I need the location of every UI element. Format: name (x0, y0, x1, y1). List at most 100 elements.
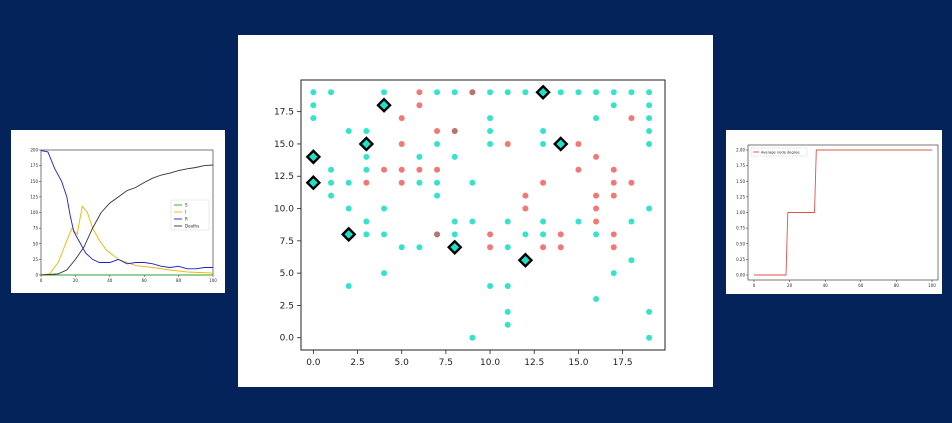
teal-node-point (504, 283, 511, 290)
x-tick-label: 20 (787, 283, 793, 288)
red-node-point (451, 128, 458, 135)
x-tick-label: 20 (73, 278, 79, 283)
red-node-point (398, 166, 405, 173)
teal-node-point (469, 334, 476, 341)
red-node-point (398, 115, 405, 122)
y-tick-label: 0.00 (736, 273, 745, 278)
red-node-point (381, 166, 388, 173)
y-tick-label: 125 (30, 194, 38, 199)
teal-node-point (504, 89, 511, 96)
legend-label: Average node degree (761, 150, 800, 154)
y-tick-label: 10.0 (274, 205, 294, 215)
y-tick-label: 2.00 (736, 148, 745, 153)
teal-node-point (487, 283, 494, 290)
teal-node-point (504, 308, 511, 315)
average-degree-chart: 0 20 40 60 80 100 0.00 0.25 0.50 0.75 1.00 1.25 1.50… (736, 144, 939, 288)
red-node-point (557, 231, 564, 238)
red-node-point (398, 140, 405, 147)
legend-label: R (185, 217, 188, 222)
series-line-deaths (40, 164, 214, 276)
teal-node-point (328, 179, 335, 186)
legend-label: Deaths (185, 224, 199, 229)
teal-node-point (628, 89, 635, 96)
red-node-point (487, 231, 494, 238)
red-node-point (557, 244, 564, 251)
teal-node-point (646, 128, 653, 135)
y-tick-label: 75 (33, 226, 39, 231)
teal-node-point (381, 270, 388, 277)
highlighted-node-marker (517, 252, 534, 268)
series-line-i (40, 205, 214, 276)
teal-node-point (381, 231, 388, 238)
teal-node-point (504, 218, 511, 225)
red-node-point (398, 179, 405, 186)
teal-node-point (646, 89, 653, 96)
teal-node-point (628, 218, 635, 225)
x-tick-label: 80 (894, 283, 900, 288)
teal-node-point (540, 128, 547, 135)
red-node-point (610, 231, 617, 238)
y-tick-label: 7.5 (280, 237, 294, 247)
teal-node-point (646, 334, 653, 341)
teal-node-point (469, 218, 476, 225)
teal-node-point (540, 231, 547, 238)
highlighted-node-marker (305, 149, 322, 165)
sir-chart-panel: 0 20 40 60 80 100 0 25 50 75 100 125 150 175 200 S I R Dea… (11, 130, 225, 293)
x-tick-label: 100 (928, 283, 936, 288)
red-node-point (522, 192, 529, 199)
red-node-point (434, 128, 441, 135)
teal-node-point (646, 308, 653, 315)
teal-node-point (593, 115, 600, 122)
red-node-point (434, 166, 441, 173)
teal-node-point (345, 179, 352, 186)
x-tick-label: 60 (142, 278, 148, 283)
y-tick-label: 0 (35, 273, 38, 278)
y-tick-label: 17.5 (274, 108, 294, 118)
plot-frame (300, 79, 666, 351)
legend-label: I (185, 210, 186, 215)
teal-node-point (416, 179, 423, 186)
teal-node-point (451, 231, 458, 238)
y-tick-label: 1.25 (736, 194, 745, 199)
y-tick-label: 0.25 (736, 257, 745, 262)
highlighted-node-marker (376, 97, 392, 113)
y-tick-label: 2.5 (280, 301, 294, 311)
teal-node-point (646, 115, 653, 122)
teal-node-point (328, 192, 335, 199)
y-tick-label: 0.0 (280, 334, 295, 344)
red-node-point (575, 140, 582, 147)
teal-node-point (434, 89, 441, 96)
red-node-point (416, 102, 423, 109)
teal-node-point (610, 270, 617, 277)
x-tick-label: 80 (176, 278, 182, 283)
x-tick-label: 17.5 (613, 358, 633, 368)
y-tick-label: 12.5 (274, 172, 294, 182)
x-tick-label: 15.0 (568, 358, 588, 368)
teal-node-point (416, 153, 423, 160)
teal-node-point (398, 244, 405, 251)
teal-node-point (540, 218, 547, 225)
teal-node-point (469, 179, 476, 186)
teal-node-point (593, 295, 600, 302)
teal-node-point (557, 89, 564, 96)
red-node-point (416, 166, 423, 173)
teal-node-point (363, 128, 370, 135)
node-scatter-chart: 0.0 2.5 5.0 7.5 10.0 12.5 15.0 17.5 0.0 2.5 5.0 7.5… (274, 79, 666, 368)
teal-node-point (646, 205, 653, 212)
teal-node-point (363, 166, 370, 173)
scatter-chart-panel: 0.0 2.5 5.0 7.5 10.0 12.5 15.0 17.5 0.0 2.5 5.0 7.5… (238, 35, 713, 387)
red-node-point (540, 244, 547, 251)
red-node-point (504, 140, 511, 147)
teal-node-point (381, 205, 388, 212)
x-tick-label: 2.5 (350, 358, 364, 368)
teal-node-point (646, 140, 653, 147)
teal-node-point (451, 89, 458, 96)
teal-node-point (434, 140, 441, 147)
red-node-point (540, 179, 547, 186)
red-node-point (593, 192, 600, 199)
red-node-point (593, 218, 600, 225)
red-node-point (628, 115, 635, 122)
y-tick-label: 175 (30, 163, 38, 168)
highlighted-node-marker (305, 175, 322, 191)
teal-node-point (345, 128, 352, 135)
